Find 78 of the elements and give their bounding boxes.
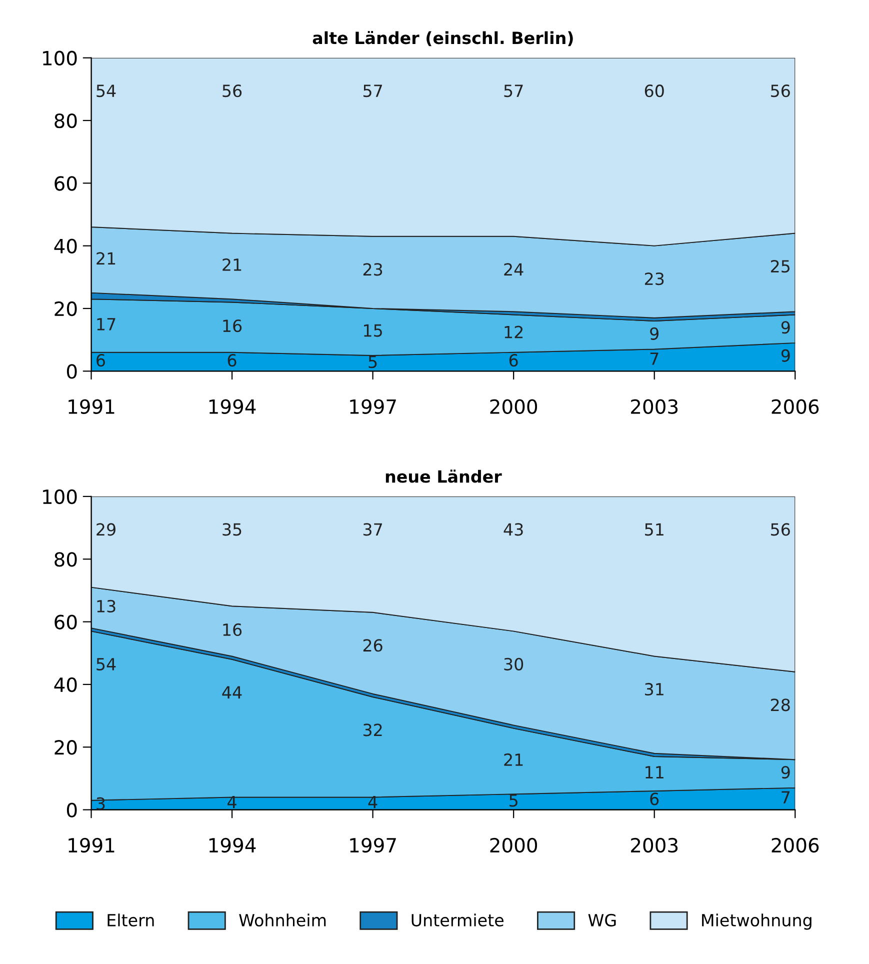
data-label: 6 (96, 354, 105, 367)
data-label: 31 (645, 682, 664, 696)
data-label: 11 (646, 766, 664, 778)
legend-label: Mietwohnung (702, 914, 812, 930)
data-label: 4 (368, 796, 378, 808)
data-label: 6 (650, 792, 659, 806)
y-tick-label: 20 (54, 301, 77, 316)
data-label: 23 (363, 263, 382, 276)
data-label: 7 (650, 352, 658, 365)
y-tick-label: 100 (43, 50, 77, 66)
data-label: 35 (222, 523, 242, 536)
data-label: 4 (228, 796, 236, 808)
x-tick-label: 1997 (350, 399, 396, 414)
data-label: 30 (504, 658, 524, 670)
data-label: 56 (771, 84, 790, 98)
data-label: 12 (504, 326, 523, 338)
x-tick-label: 1991 (68, 838, 114, 853)
data-label: 56 (222, 84, 242, 98)
y-tick-label: 60 (54, 614, 77, 630)
data-label: 21 (96, 252, 116, 265)
x-tick-label: 1994 (209, 838, 256, 853)
data-label: 9 (781, 321, 790, 334)
data-label: 57 (504, 84, 523, 98)
data-label: 6 (228, 354, 236, 367)
data-label: 54 (96, 84, 116, 98)
data-label: 21 (222, 258, 242, 271)
data-label: 7 (782, 791, 790, 804)
data-label: 57 (363, 84, 382, 98)
x-tick-label: 2000 (490, 399, 538, 414)
data-label: 16 (223, 623, 242, 636)
y-tick-label: 0 (66, 364, 77, 379)
chart-title: alte Länder (einschl. Berlin) (312, 31, 573, 46)
data-label: 16 (223, 320, 242, 332)
data-label: 56 (771, 523, 790, 536)
x-tick-label: 2003 (631, 838, 678, 853)
data-label: 44 (222, 686, 242, 698)
data-label: 60 (644, 84, 664, 98)
x-tick-label: 2003 (631, 399, 678, 414)
data-label: 24 (504, 263, 524, 276)
data-label: 25 (770, 260, 790, 273)
y-tick-label: 40 (54, 238, 77, 254)
y-tick-label: 0 (66, 802, 77, 818)
data-label: 5 (510, 794, 518, 807)
x-tick-label: 2006 (772, 399, 819, 414)
data-label: 9 (781, 349, 790, 362)
data-label: 15 (364, 324, 382, 337)
chart-title: neue Länder (386, 470, 502, 483)
data-label: 13 (97, 600, 116, 613)
data-label: 28 (770, 698, 790, 712)
legend-label: WG (588, 914, 616, 926)
x-tick-label: 1991 (68, 399, 114, 414)
x-tick-label: 2000 (490, 838, 538, 853)
data-label: 37 (363, 523, 382, 536)
data-label: 29 (96, 523, 116, 536)
data-label: 9 (781, 766, 790, 779)
legend-label: Eltern (108, 914, 154, 926)
data-label: 23 (644, 272, 664, 286)
data-label: 43 (504, 523, 523, 536)
y-tick-label: 20 (54, 740, 77, 755)
data-label: 17 (97, 318, 116, 330)
y-tick-label: 80 (54, 552, 77, 567)
x-tick-label: 1994 (209, 399, 256, 414)
data-label: 32 (363, 724, 382, 736)
data-label: 54 (96, 658, 116, 670)
y-tick-label: 80 (54, 113, 77, 128)
data-label: 6 (509, 354, 518, 367)
y-tick-label: 40 (54, 677, 77, 692)
legend-label: Wohnheim (239, 914, 326, 926)
legend-label: Untermiete (412, 914, 504, 926)
data-label: 26 (363, 639, 382, 652)
data-label: 51 (645, 523, 664, 536)
data-label: 21 (504, 753, 523, 766)
y-tick-label: 100 (43, 489, 77, 504)
data-label: 3 (96, 797, 105, 810)
data-label: 9 (650, 327, 658, 340)
x-tick-label: 2006 (772, 838, 819, 853)
y-tick-label: 60 (54, 176, 77, 191)
x-tick-label: 1997 (350, 838, 396, 853)
